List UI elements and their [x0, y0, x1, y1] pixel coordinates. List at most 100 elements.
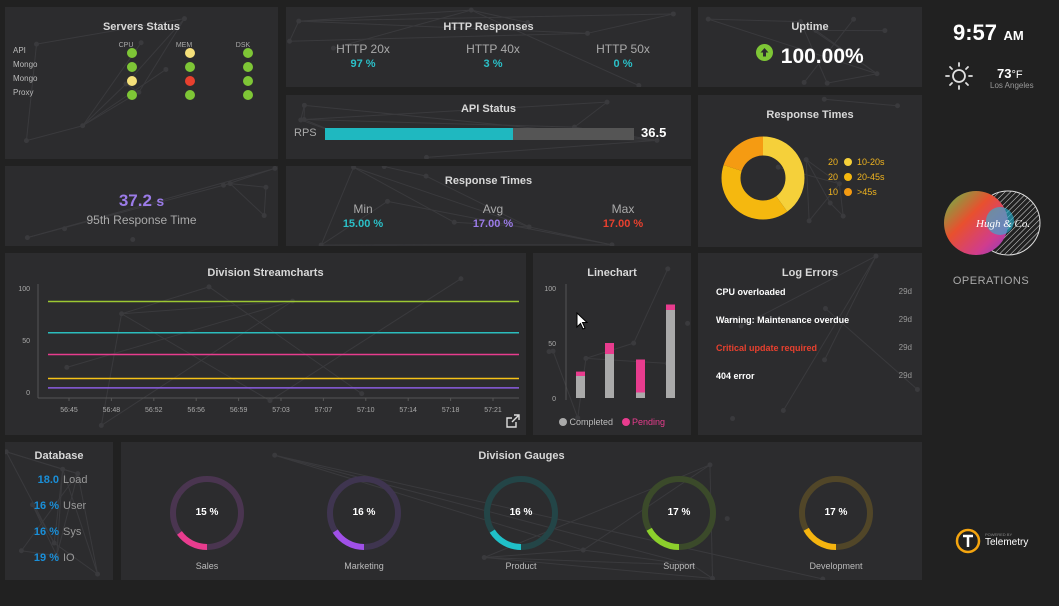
telemetry-small-text: POWERED BY: [985, 532, 1013, 537]
brand-logo-text: Hugh & Co.: [975, 218, 1030, 230]
x-tick-label: 56:52: [145, 407, 163, 414]
stat-label: Min: [353, 202, 373, 216]
server-name: Proxy: [13, 88, 34, 97]
stat-value: 17.00 %: [602, 218, 644, 230]
db-value: 16 %: [33, 500, 59, 512]
gauge-ring: [170, 476, 244, 550]
server-name: Mongo: [13, 60, 38, 69]
donut-slice-20-45s: [721, 136, 805, 220]
legend-pending: Pending: [632, 417, 666, 427]
telemetry-logo-icon: [955, 528, 981, 554]
brand-label: OPERATIONS: [952, 275, 1030, 287]
x-tick-label: 56:59: [230, 407, 248, 414]
brand-widget: Hugh & Co. OPERATIONS: [930, 185, 1055, 295]
x-tick-label: 57:21: [484, 407, 502, 414]
x-tick-label: 56:56: [187, 407, 205, 414]
legend-count: 20: [828, 172, 839, 182]
log-error-text: 404 error: [716, 371, 755, 381]
status-dot: [127, 48, 137, 58]
x-tick-label: 57:14: [399, 407, 417, 414]
uptime-title: Uptime: [791, 21, 829, 33]
column-cpu: CPU: [118, 42, 134, 49]
db-value: 16 %: [33, 526, 59, 538]
division-gauge: 16 % Marketing: [324, 475, 404, 575]
uptime-panel: Uptime 100.00%: [698, 7, 922, 87]
bar-pending: [636, 359, 645, 393]
http-40x-stat: HTTP 40x 3 %: [438, 42, 548, 70]
log-error-item[interactable]: Warning: Maintenance overdue 29d: [716, 315, 912, 325]
response-donut-panel: Response Times 20 10-20s 20 20-45s 10 >45s: [698, 95, 922, 247]
gauge-fill: [799, 476, 873, 550]
log-error-item[interactable]: 404 error 29d: [716, 371, 912, 381]
database-title: Database: [34, 450, 84, 462]
uptime-value: 100.00%: [780, 45, 864, 68]
log-error-text: Critical update required: [716, 343, 818, 353]
status-dot: [185, 90, 195, 100]
db-value: 18.0: [37, 474, 59, 486]
share-icon[interactable]: [505, 413, 521, 429]
stat-label: HTTP 20x: [336, 42, 390, 56]
brand-logo: Hugh & Co.: [944, 190, 1041, 256]
clock-time: 9:57: [953, 20, 998, 45]
db-io-row: 19 % IO: [5, 552, 105, 564]
arrow-up-circle-icon: [756, 44, 774, 61]
legend-count: 10: [828, 187, 839, 197]
http-20x-stat: HTTP 20x 97 %: [308, 42, 418, 70]
server-name: Mongo: [13, 74, 38, 83]
stat-value: 3 %: [483, 58, 503, 70]
y-tick-label: 0: [552, 396, 556, 403]
status-dot: [243, 48, 253, 58]
db-label: Sys: [63, 526, 82, 538]
donut-legend-item: 20 10-20s: [828, 157, 885, 167]
log-errors-panel: Log Errors CPU overloaded 29d Warning: Mai…: [698, 253, 922, 435]
column-mem: MEM: [175, 42, 193, 49]
response-95th-panel: 37.2 s 95th Response Time: [5, 166, 278, 246]
bar-completed: [636, 392, 645, 398]
log-errors-title: Log Errors: [781, 267, 839, 279]
clock-ampm: AM: [1003, 28, 1024, 43]
response-avg-stat: Avg 17.00 %: [438, 202, 548, 230]
temperature-unit: °F: [1011, 69, 1023, 81]
rps-progress-fill: [325, 128, 514, 140]
status-dot: [243, 76, 253, 86]
division-gauge: 17 % Development: [796, 475, 876, 575]
gauge-fill: [642, 476, 716, 550]
bar-pending: [605, 343, 614, 354]
log-error-item[interactable]: CPU overloaded 29d: [716, 287, 912, 297]
streamchart-panel: Division Streamcharts 100 50 0 56:45 56:48 56…: [5, 253, 526, 435]
stat-label: Avg: [482, 202, 504, 216]
status-dot: [243, 90, 253, 100]
response-95th-unit: s: [156, 193, 165, 209]
status-dot: [127, 76, 137, 86]
gauge-ring: [484, 476, 558, 550]
x-tick-label: 57:07: [315, 407, 333, 414]
y-tick-label: 0: [26, 390, 30, 397]
response-donut-title: Response Times: [766, 109, 854, 121]
x-tick-label: 57:18: [442, 407, 460, 414]
log-error-item[interactable]: Critical update required 29d: [716, 343, 912, 353]
gauge-label: Marketing: [344, 561, 384, 571]
status-dot: [185, 62, 195, 72]
response-95th-value: 37.2: [118, 191, 152, 210]
gauge-ring: [799, 476, 873, 550]
status-dot: [243, 62, 253, 72]
response-times-title: Response Times: [444, 175, 533, 187]
log-error-age: 29d: [898, 343, 912, 352]
linechart-chart: 100 50 0: [544, 284, 675, 403]
weather-city: Los Angeles: [990, 81, 1034, 90]
donut-legend-item: 20 20-45s: [828, 172, 885, 182]
x-tick-label: 57:10: [357, 407, 375, 414]
linechart-title: Linechart: [587, 267, 637, 279]
gauge-ring: [327, 476, 401, 550]
division-gauge: 17 % Support: [639, 475, 719, 575]
bar-completed: [605, 354, 614, 398]
y-tick-label: 100: [18, 286, 30, 293]
response-min-stat: Min 15.00 %: [308, 202, 418, 230]
streamchart-title: Division Streamcharts: [207, 267, 324, 279]
response-donut-chart: [721, 136, 805, 220]
legend-dot: [844, 188, 853, 196]
gauge-fill: [170, 476, 244, 550]
temperature-value: 73: [997, 66, 1012, 81]
db-value: 19 %: [33, 552, 59, 564]
legend-dot-completed: [558, 418, 567, 426]
